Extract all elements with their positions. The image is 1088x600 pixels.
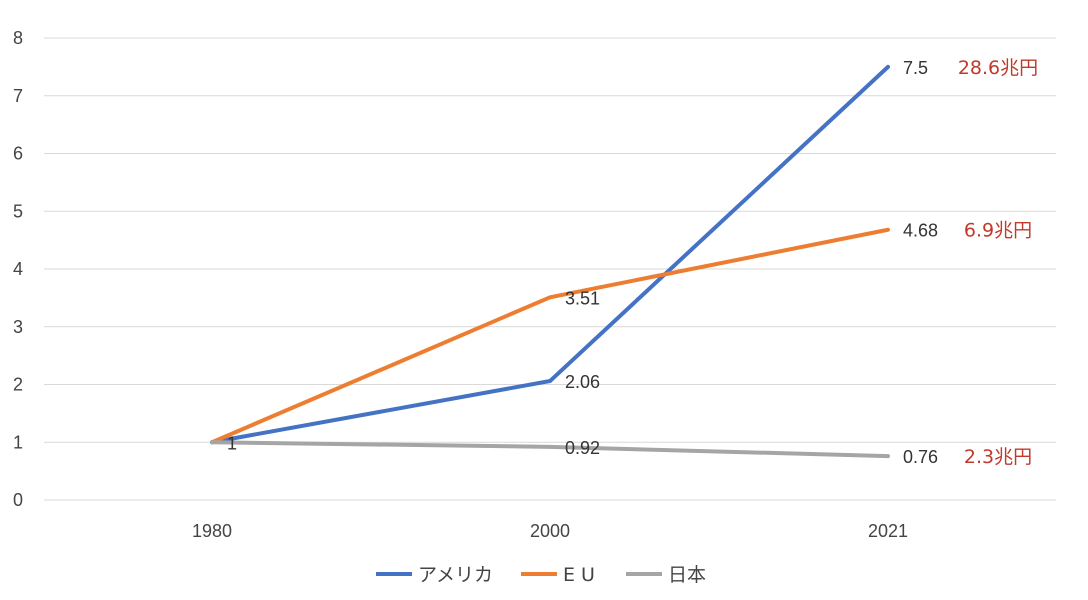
y-axis: 0 1 2 3 4 5 6 7 8 [13, 28, 23, 510]
y-tick-label: 1 [13, 432, 23, 452]
data-label: 3.51 [565, 288, 600, 308]
end-notes: 28.6兆円 6.9兆円 2.3兆円 [958, 57, 1038, 468]
data-label: 4.68 [903, 221, 938, 241]
x-axis: 1980 2000 2021 [192, 521, 908, 541]
x-tick-label: 1980 [192, 521, 232, 541]
legend-label: E U [563, 564, 595, 586]
y-tick-label: 7 [13, 86, 23, 106]
y-tick-label: 2 [13, 375, 23, 395]
data-label: 0.92 [565, 438, 600, 458]
gridlines [44, 37, 1056, 501]
legend-label: アメリカ [418, 564, 493, 586]
x-tick-label: 2000 [530, 521, 570, 541]
data-label: 1 [227, 433, 237, 453]
series-line-0 [210, 64, 890, 445]
y-tick-label: 0 [13, 490, 23, 510]
end-note-annotation: 2.3兆円 [964, 446, 1032, 468]
y-tick-label: 8 [13, 28, 23, 48]
y-tick-label: 5 [13, 201, 23, 221]
y-tick-label: 3 [13, 317, 23, 337]
end-note-annotation: 28.6兆円 [958, 57, 1038, 79]
data-label: 0.76 [903, 447, 938, 467]
data-labels: 2.06 7.5 3.51 4.68 1 0.92 0.76 [227, 58, 938, 467]
y-tick-label: 6 [13, 144, 23, 164]
x-tick-label: 2021 [868, 521, 908, 541]
legend: アメリカ E U 日本 [376, 564, 706, 586]
y-tick-label: 4 [13, 259, 23, 279]
series-lines [210, 64, 890, 459]
end-note-annotation: 6.9兆円 [964, 220, 1032, 242]
legend-label: 日本 [668, 564, 706, 586]
series-line-1 [210, 227, 890, 445]
data-label: 2.06 [565, 372, 600, 392]
series-line-2 [210, 440, 890, 459]
data-label: 7.5 [903, 58, 928, 78]
